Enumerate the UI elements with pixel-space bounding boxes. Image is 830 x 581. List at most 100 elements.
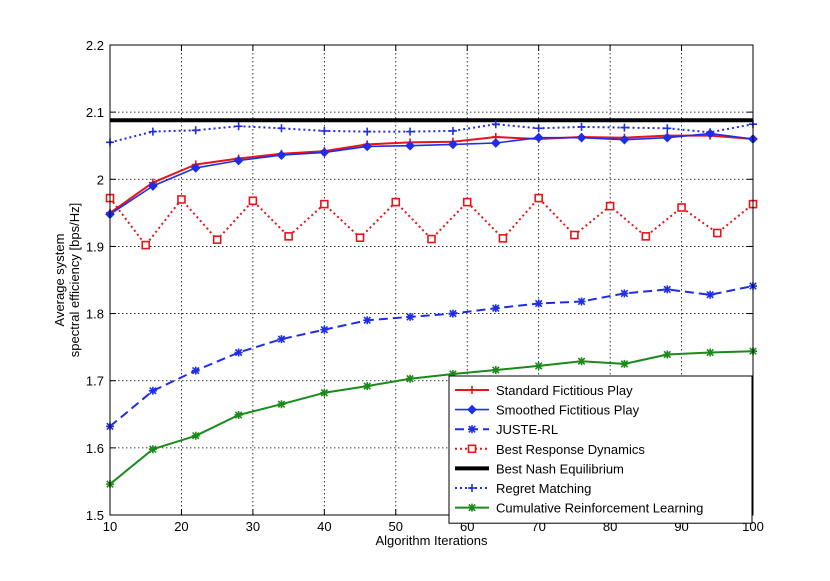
legend-label: Best Nash Equilibrium: [496, 461, 624, 476]
legend-marker: [467, 444, 477, 454]
series-point: [620, 123, 629, 132]
series-point: [577, 297, 586, 306]
series-point: [148, 386, 157, 395]
series-point: [448, 370, 457, 378]
series-point: [663, 285, 672, 294]
legend-label: Standard Fictitious Play: [496, 383, 633, 398]
series-point: [619, 134, 630, 145]
series-point: [577, 357, 586, 366]
series-line: [109, 134, 754, 214]
series-point: [148, 127, 157, 136]
series-point: [491, 120, 500, 129]
y-axis-title-line-2: spectral efficiency [bps/Hz]: [67, 203, 82, 357]
series-point: [141, 240, 151, 250]
legend-marker: [467, 404, 477, 415]
series-6: [106, 120, 757, 147]
series-point: [570, 230, 579, 240]
series-line: [109, 285, 754, 428]
grid-lines: [110, 45, 753, 515]
series-point: [363, 127, 372, 136]
series-point: [577, 122, 586, 131]
series-point: [320, 126, 329, 135]
series-point: [363, 382, 372, 391]
y-tick-label: 1.5: [86, 508, 104, 523]
y-tick-label: 1.6: [86, 441, 104, 456]
series-point: [706, 290, 715, 299]
series-point: [191, 366, 200, 375]
legend-label: Cumulative Reinforcement Learning: [496, 501, 703, 516]
series-point: [405, 140, 415, 151]
series-point: [534, 193, 543, 203]
y-tick-label: 2.2: [86, 38, 104, 53]
series-point: [391, 197, 401, 207]
series-point: [148, 181, 158, 191]
series-point: [190, 163, 201, 173]
series-point: [706, 128, 715, 137]
series-point: [662, 132, 673, 143]
series-point: [248, 196, 258, 206]
series-point: [148, 445, 157, 454]
legend-entry: Best Nash Equilibrium: [455, 461, 624, 476]
series-point: [212, 235, 222, 245]
series-point: [605, 201, 615, 211]
y-tick-label: 1.7: [86, 374, 104, 389]
legend-label: JUSTE-RL: [496, 422, 558, 437]
series-point: [277, 124, 286, 133]
series-point: [498, 234, 508, 243]
series-line: [109, 132, 754, 215]
x-axis-title: Algorithm Iterations: [376, 533, 488, 548]
series-point: [284, 232, 293, 241]
series-point: [620, 359, 629, 368]
y-axis-title-line-1: Average system: [52, 234, 67, 327]
series-point: [191, 126, 200, 135]
series-point: [363, 316, 372, 325]
series-point: [406, 374, 415, 383]
series-point: [491, 304, 500, 313]
series-layer: [105, 118, 758, 489]
series-point: [362, 141, 373, 152]
series-point: [533, 132, 544, 143]
series-point: [491, 365, 500, 374]
series-point: [663, 124, 672, 133]
legend-marker: [468, 386, 476, 394]
y-tick-label: 1.8: [86, 307, 104, 322]
series-point: [320, 325, 329, 334]
series-point: [177, 195, 186, 204]
legend-label: Best Response Dynamics: [496, 442, 645, 457]
series-point: [234, 348, 243, 357]
series-point: [663, 350, 672, 359]
legend-entry: Standard Fictitious Play: [455, 383, 633, 398]
legend-marker: [468, 503, 476, 512]
x-tick-label: 10: [103, 519, 117, 534]
series-point: [277, 335, 286, 344]
series-point: [448, 126, 457, 135]
x-tick-label: 20: [174, 519, 188, 534]
y-tick-label: 1.9: [86, 239, 104, 254]
legend-marker: [468, 425, 476, 434]
plot-frame: [109, 44, 754, 516]
series-point: [406, 312, 415, 321]
legend-box: [448, 375, 753, 524]
series-point: [355, 233, 365, 242]
series-point: [427, 234, 436, 244]
legend-marker: [468, 484, 476, 492]
series-point: [448, 139, 458, 150]
x-tick-label: 40: [317, 519, 331, 534]
series-point: [277, 400, 286, 409]
legend-entry: JUSTE-RL: [455, 422, 558, 437]
legend-label: Regret Matching: [496, 481, 591, 496]
series-point: [276, 150, 287, 160]
legend-entry: Cumulative Reinforcement Learning: [455, 501, 703, 516]
series-point: [234, 410, 243, 419]
series-point: [712, 228, 722, 238]
y-tick-label: 2.1: [86, 105, 104, 120]
series-point: [534, 361, 543, 370]
series-point: [620, 289, 629, 298]
series-point: [641, 232, 651, 241]
series-point: [462, 197, 472, 207]
series-point: [319, 147, 330, 158]
series-point: [191, 431, 200, 440]
series-point: [677, 203, 686, 212]
